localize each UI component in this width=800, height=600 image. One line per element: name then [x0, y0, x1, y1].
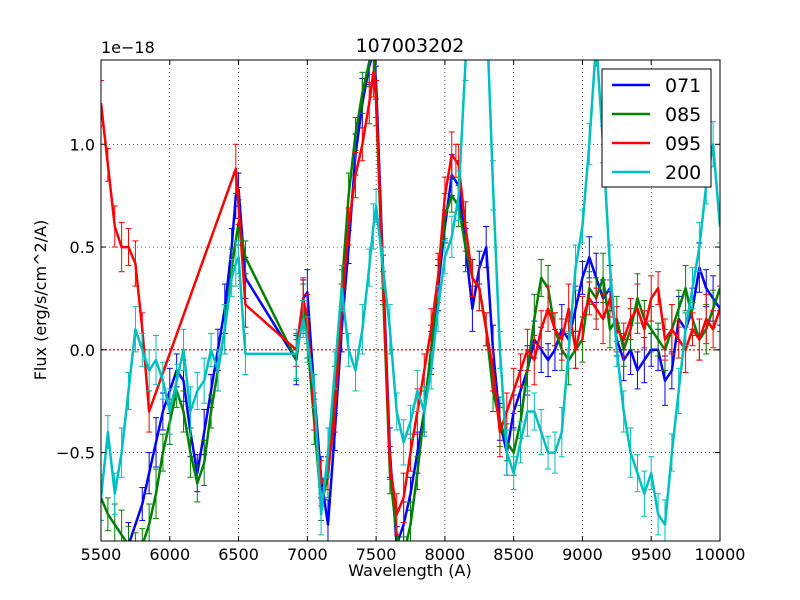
x-tick-label: 5500 [81, 545, 122, 564]
y-tick-label: −0.5 [56, 444, 95, 463]
series-200 [101, 60, 720, 541]
x-tick-label: 6500 [218, 545, 259, 564]
axis-ticks: 5500 6000 6500 7000 7500 8000 8500 9000 9500 1000… [56, 60, 745, 564]
legend-label-095: 095 [665, 133, 701, 155]
legend: 071 085 095 200 [601, 68, 712, 188]
x-tick-label: 9500 [631, 545, 672, 564]
chart-title: 107003202 [356, 35, 465, 57]
x-tick-label: 9000 [562, 545, 603, 564]
y-tick-label: 0.5 [70, 238, 95, 257]
y-tick-label: 1.0 [70, 135, 95, 154]
legend-label-071: 071 [665, 75, 701, 97]
legend-frame [601, 68, 712, 188]
series-line-085 [101, 60, 720, 541]
plot-frame [100, 59, 721, 542]
x-tick-label: 7500 [356, 545, 397, 564]
y-axis-label: Flux (erg/s/cm^2/A) [31, 220, 50, 381]
x-tick-label: 6000 [149, 545, 190, 564]
y-tick-label: 0.0 [70, 341, 95, 360]
y-offset-text: 1e−18 [101, 38, 155, 57]
series-line-200 [101, 60, 720, 526]
legend-label-200: 200 [665, 162, 701, 184]
x-axis-label: Wavelength (A) [348, 561, 471, 580]
legend-label-085: 085 [665, 104, 701, 126]
x-tick-label: 10000 [695, 545, 746, 564]
x-tick-label: 8000 [425, 545, 466, 564]
series-line-095 [101, 71, 720, 516]
x-tick-label: 8500 [493, 545, 534, 564]
x-tick-label: 7000 [287, 545, 328, 564]
series-layer [101, 60, 720, 541]
